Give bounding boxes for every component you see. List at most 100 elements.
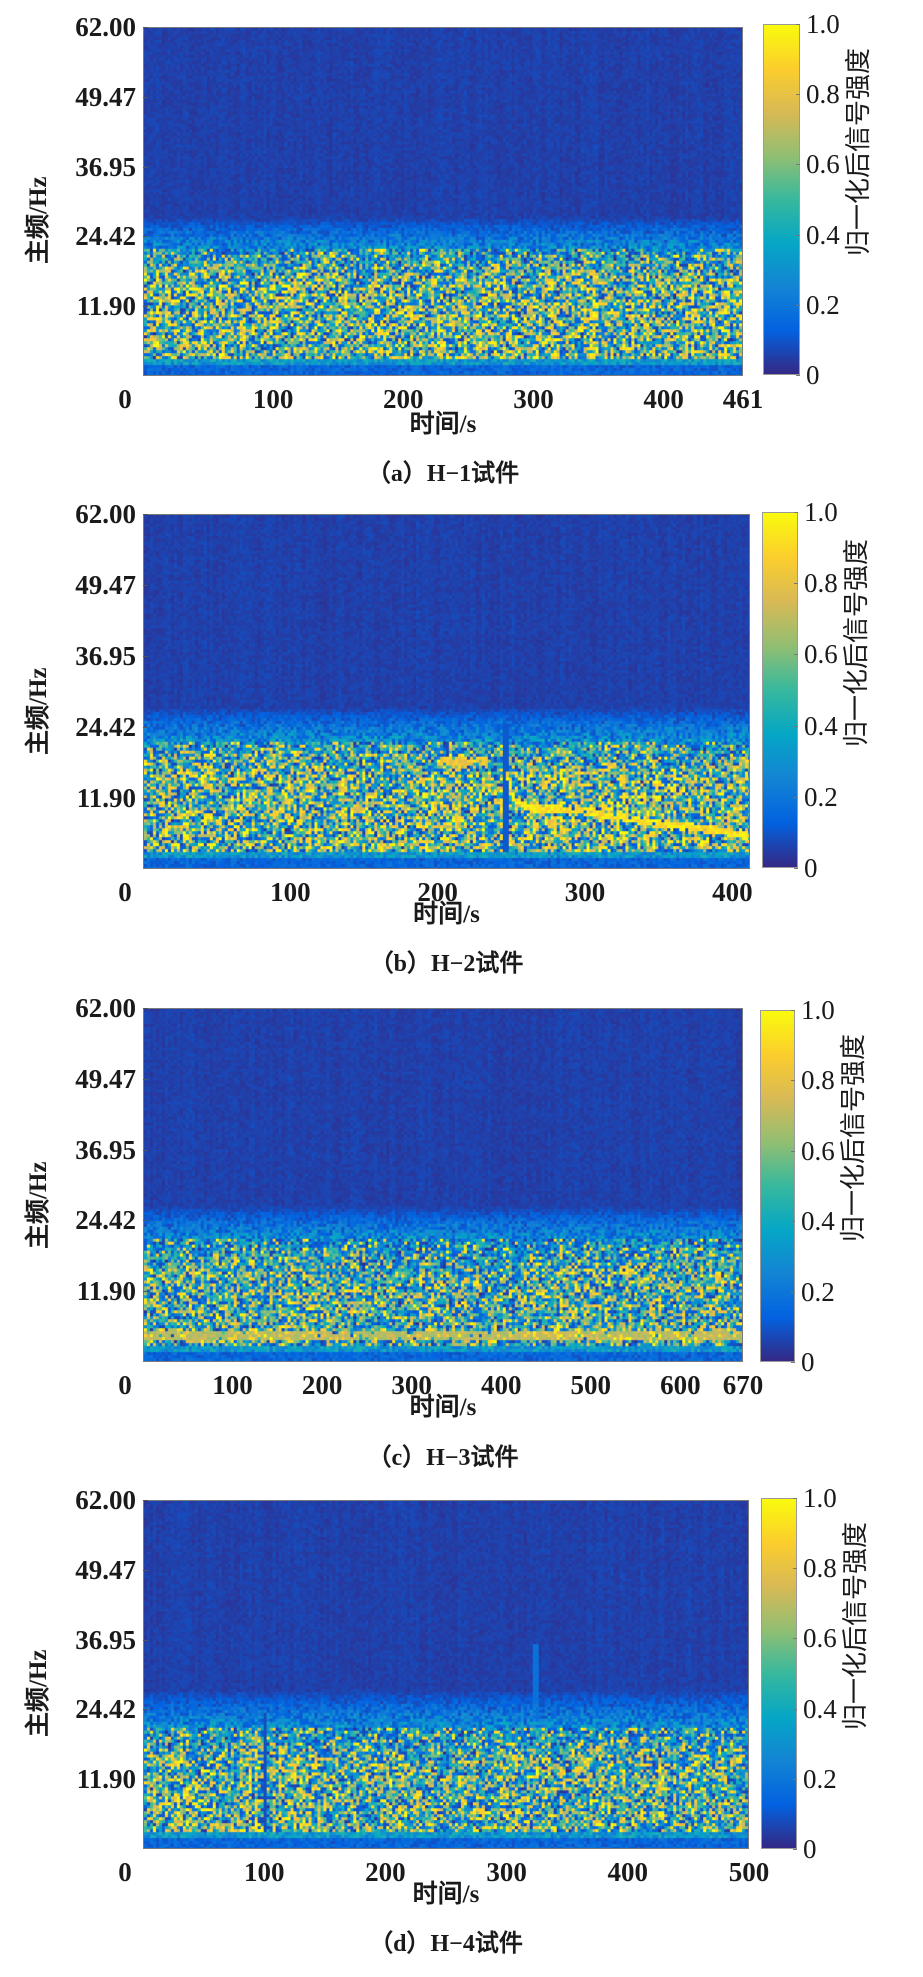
y-tick-mark — [143, 96, 148, 98]
x-tick-label: 300 — [486, 1857, 527, 1887]
colorbar-tick-label: 0 — [806, 360, 820, 390]
colorbar-tick-mark — [796, 304, 800, 306]
x-axis-label: 时间/s — [409, 411, 477, 438]
x-tick-label: 0 — [118, 1857, 132, 1887]
y-tick-label: 49.47 — [75, 81, 136, 112]
figure-caption: （d）H−4试件 — [369, 1931, 523, 1957]
colorbar-tick-label: 0.4 — [806, 219, 840, 250]
x-tick-label: 500 — [728, 1857, 770, 1887]
colorbar-tick-label: 0.8 — [803, 1553, 837, 1584]
y-tick-mark — [143, 236, 148, 238]
colorbar-tick-label: 0.4 — [804, 710, 838, 741]
colorbar — [763, 24, 800, 375]
x-tick-label: 100 — [252, 384, 294, 414]
y-tick-mark — [143, 514, 148, 515]
y-tick-mark — [143, 1149, 148, 1151]
y-tick-label: 62.00 — [75, 499, 136, 529]
colorbar-tick-mark — [796, 375, 800, 376]
y-tick-label: 36.95 — [75, 640, 136, 671]
colorbar-tick-label: 0.8 — [804, 568, 838, 599]
x-axis-label: 时间/s — [409, 1394, 477, 1421]
colorbar-tick-mark — [793, 1778, 797, 1780]
colorbar-tick-label: 0.6 — [806, 149, 840, 180]
colorbar-tick-mark — [796, 164, 800, 166]
y-tick-mark — [143, 1500, 148, 1501]
y-tick-mark — [143, 727, 148, 728]
y-tick-label: 49.47 — [75, 570, 136, 601]
y-tick-label: 11.90 — [76, 782, 136, 813]
x-tick-label: 400 — [607, 1857, 649, 1887]
colorbar-label: 归一化后信号强度 — [844, 47, 874, 256]
colorbar — [762, 512, 798, 868]
x-tick-label: 100 — [243, 1857, 285, 1887]
x-tick-label: 100 — [212, 1370, 253, 1400]
y-tick-mark — [143, 1078, 148, 1080]
colorbar — [760, 1010, 795, 1362]
colorbar-tick-label: 0 — [803, 1834, 817, 1864]
colorbar-tick-label: 0.4 — [801, 1206, 835, 1237]
y-tick-mark — [143, 585, 148, 587]
x-tick-label: 200 — [365, 1857, 406, 1887]
y-tick-mark — [143, 306, 148, 308]
x-tick-label: 400 — [712, 877, 753, 907]
colorbar-tick-label: 0.4 — [803, 1693, 837, 1724]
colorbar-tick-mark — [793, 1849, 797, 1850]
x-tick-label: 600 — [660, 1370, 701, 1400]
y-tick-mark — [143, 655, 148, 657]
colorbar-tick-label: 0.8 — [801, 1065, 835, 1096]
colorbar-tick-label: 0.2 — [806, 289, 840, 320]
colorbar-tick-mark — [793, 1568, 797, 1570]
y-tick-label: 36.95 — [75, 1624, 136, 1655]
colorbar-tick-mark — [791, 1362, 795, 1363]
colorbar-tick-label: 1.0 — [804, 497, 838, 527]
colorbar — [761, 1498, 797, 1849]
y-tick-mark — [143, 797, 148, 799]
x-tick-label: 200 — [383, 384, 424, 414]
y-tick-mark — [143, 1291, 148, 1293]
colorbar-tick-mark — [796, 24, 800, 25]
colorbar-label: 归一化后信号强度 — [841, 1521, 871, 1730]
y-tick-mark — [143, 1639, 148, 1641]
x-tick-label: 100 — [270, 877, 311, 907]
y-axis-label: 主频/Hz — [25, 1161, 52, 1249]
x-tick-label: 461 — [722, 384, 764, 414]
y-tick-mark — [143, 1569, 148, 1571]
x-tick-label: 300 — [564, 877, 606, 907]
spectrogram-heatmap — [143, 514, 750, 869]
y-tick-mark — [143, 1008, 148, 1009]
spectrogram-heatmap — [143, 27, 743, 376]
y-axis-label: 主频/Hz — [25, 1649, 52, 1738]
figure-caption: （a）H−1试件 — [366, 461, 520, 487]
y-tick-label: 24.42 — [75, 1205, 136, 1236]
y-tick-label: 62.00 — [75, 1485, 136, 1515]
y-tick-label: 36.95 — [75, 151, 136, 182]
spectrogram-heatmap — [143, 1500, 749, 1849]
x-tick-label: 200 — [301, 1370, 343, 1400]
y-tick-mark — [143, 1779, 148, 1781]
colorbar-tick-label: 0.6 — [801, 1135, 835, 1166]
colorbar-tick-mark — [794, 725, 798, 727]
colorbar-tick-mark — [794, 654, 798, 656]
y-tick-label: 11.90 — [76, 1276, 136, 1307]
y-tick-label: 49.47 — [75, 1063, 136, 1094]
colorbar-tick-mark — [794, 583, 798, 585]
colorbar-tick-label: 0.2 — [803, 1763, 837, 1794]
colorbar-tick-mark — [793, 1638, 797, 1640]
figure-caption: （b）H−2试件 — [369, 951, 524, 977]
y-tick-label: 24.42 — [75, 1694, 136, 1725]
x-tick-label: 300 — [513, 384, 554, 414]
y-tick-label: 49.47 — [75, 1554, 136, 1585]
x-tick-label: 400 — [480, 1370, 522, 1400]
y-tick-mark — [143, 27, 148, 28]
x-tick-label: 300 — [391, 1370, 432, 1400]
colorbar-tick-mark — [793, 1498, 797, 1499]
colorbar-tick-label: 0.8 — [806, 79, 840, 110]
colorbar-tick-mark — [791, 1221, 795, 1223]
colorbar-tick-mark — [796, 234, 800, 236]
colorbar-tick-mark — [793, 1708, 797, 1710]
y-tick-label: 11.90 — [76, 291, 136, 322]
x-tick-label: 0 — [118, 877, 132, 907]
y-axis-label: 主频/Hz — [25, 176, 52, 265]
y-tick-mark — [143, 1709, 148, 1711]
colorbar-tick-mark — [791, 1150, 795, 1152]
